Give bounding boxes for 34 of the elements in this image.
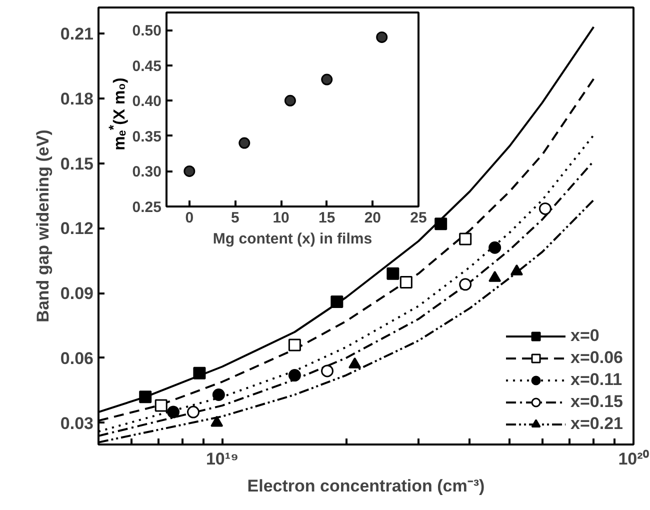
- x-tick-label: 10²⁰: [618, 450, 649, 468]
- y-tick-label: 0.45: [132, 58, 162, 75]
- y-tick-label: 0.15: [60, 154, 94, 174]
- legend-label: x=0.06: [570, 348, 623, 368]
- y-tick-label: 0.21: [60, 24, 94, 44]
- y-axis-title: Band gap widening (eV): [33, 130, 52, 322]
- x-axis-title: Mg content (x) in films: [212, 230, 372, 248]
- x-tick-label: 10¹⁹: [206, 450, 239, 468]
- point: [184, 165, 196, 177]
- x-tick-label: 5: [231, 210, 240, 226]
- y-tick-label: 0.03: [60, 414, 94, 433]
- point: [376, 31, 388, 43]
- y-tick-label: 0.40: [132, 93, 162, 110]
- x-axis-title: Electron concentration (cm⁻³): [247, 476, 485, 496]
- x-tick-label: 15: [318, 210, 336, 226]
- y-tick-label: 0.12: [60, 219, 94, 238]
- y-tick-label: 0.50: [132, 22, 162, 40]
- y-tick-label: 0.25: [132, 199, 162, 216]
- x-tick-label: 10: [272, 210, 290, 226]
- x-tick-label: 25: [410, 210, 427, 226]
- y-tick-label: 0.30: [132, 164, 162, 181]
- y-tick-label: 0.35: [132, 128, 162, 146]
- legend-label: x=0: [570, 326, 600, 346]
- legend-label: x=0.21: [570, 414, 623, 434]
- x-tick-label: 20: [364, 210, 382, 226]
- point: [284, 94, 296, 106]
- legend-label: x=0.11: [570, 370, 622, 390]
- x-tick-label: 0: [185, 210, 194, 226]
- y-tick-label: 0.06: [60, 348, 94, 368]
- y-tick-label: 0.18: [60, 89, 94, 108]
- point: [321, 74, 333, 86]
- point: [238, 137, 250, 149]
- legend-label: x=0.15: [570, 392, 623, 412]
- y-tick-label: 0.09: [60, 284, 94, 304]
